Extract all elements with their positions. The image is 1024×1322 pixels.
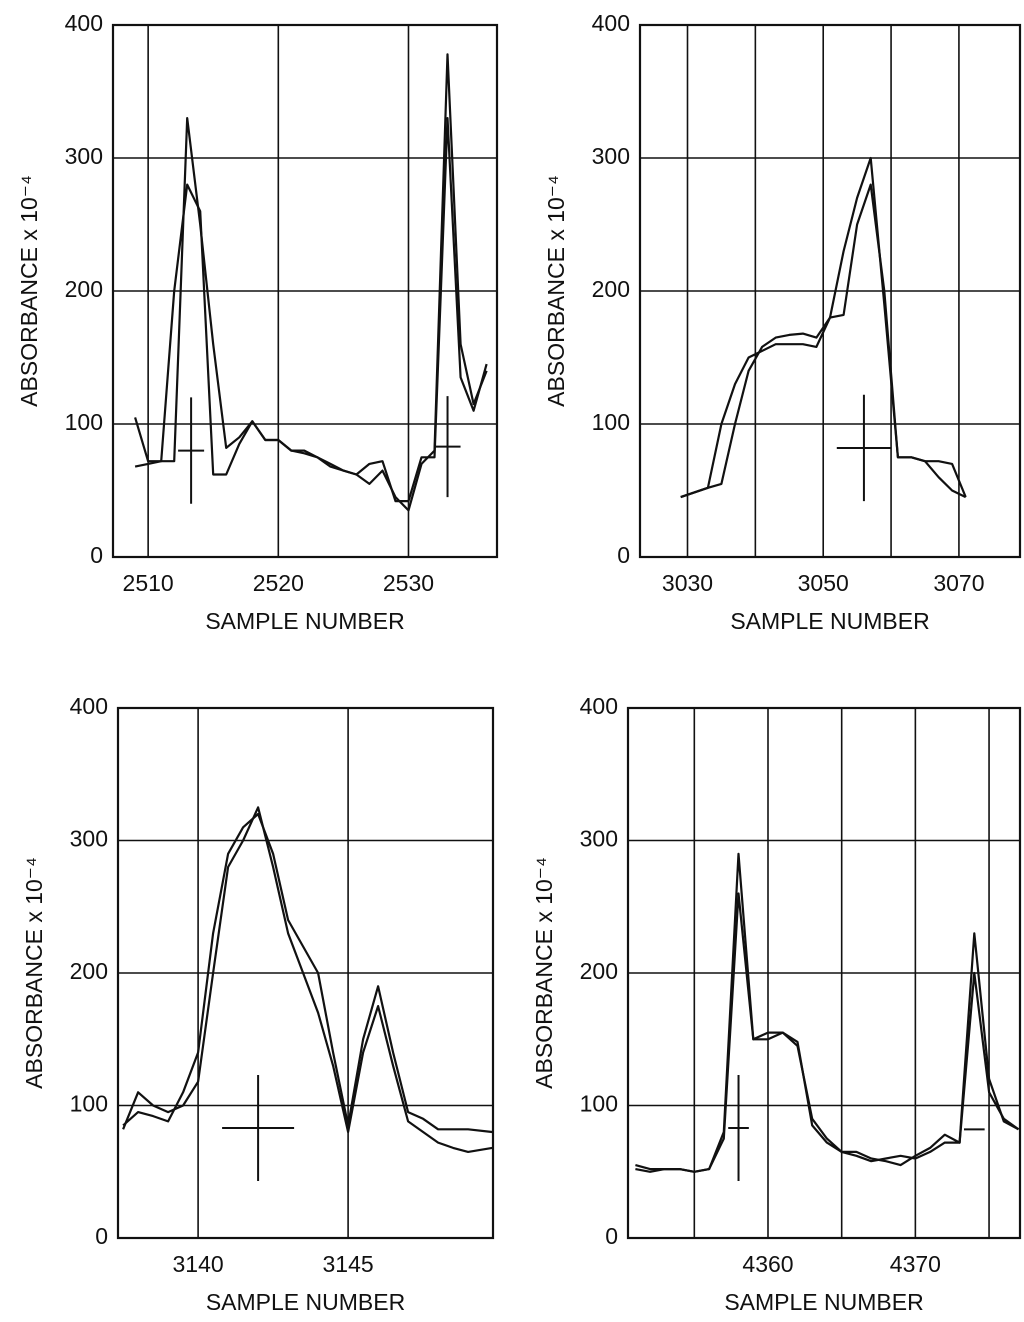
x-tick-label: 4370 <box>890 1251 941 1277</box>
y-tick-label: 300 <box>70 826 108 852</box>
y-tick-label: 400 <box>65 10 103 36</box>
y-tick-label: 300 <box>592 143 630 169</box>
data-line <box>122 806 493 1153</box>
x-axis-label: SAMPLE NUMBER <box>724 1289 923 1315</box>
x-axis-label: SAMPLE NUMBER <box>205 608 404 634</box>
plot-frame <box>111 23 499 559</box>
data-line <box>134 117 488 503</box>
x-tick-label: 2520 <box>253 570 304 596</box>
plot-frame <box>638 23 1022 559</box>
y-tick-label: 200 <box>65 276 103 302</box>
y-tick-label: 0 <box>95 1223 108 1249</box>
y-axis-label: ABSORBANCE x 10⁻⁴ <box>16 175 42 407</box>
data-line <box>680 183 967 499</box>
y-tick-label: 100 <box>592 409 630 435</box>
x-tick-label: 2510 <box>123 570 174 596</box>
x-tick-label: 3030 <box>662 570 713 596</box>
x-axis-label: SAMPLE NUMBER <box>730 608 929 634</box>
data-line <box>134 53 488 512</box>
data-line <box>122 812 493 1134</box>
y-tick-label: 300 <box>65 143 103 169</box>
y-tick-label: 100 <box>70 1091 108 1117</box>
y-tick-label: 100 <box>65 409 103 435</box>
x-tick-label: 3145 <box>323 1251 374 1277</box>
y-axis-label: ABSORBANCE x 10⁻⁴ <box>531 857 557 1089</box>
y-tick-label: 0 <box>90 542 103 568</box>
y-tick-label: 0 <box>605 1223 618 1249</box>
x-tick-label: 3070 <box>933 570 984 596</box>
x-tick-label: 2530 <box>383 570 434 596</box>
x-axis-label: SAMPLE NUMBER <box>206 1289 405 1315</box>
y-tick-label: 300 <box>580 826 618 852</box>
y-axis-label: ABSORBANCE x 10⁻⁴ <box>21 857 47 1089</box>
y-tick-label: 400 <box>70 693 108 719</box>
y-tick-label: 100 <box>580 1091 618 1117</box>
x-tick-label: 3050 <box>798 570 849 596</box>
y-tick-label: 400 <box>592 10 630 36</box>
x-tick-label: 4360 <box>742 1251 793 1277</box>
data-line <box>635 892 1020 1173</box>
plot-frame <box>116 706 495 1240</box>
plot-frame <box>626 706 1022 1240</box>
y-axis-label: ABSORBANCE x 10⁻⁴ <box>543 175 569 407</box>
y-tick-label: 200 <box>70 958 108 984</box>
y-tick-label: 200 <box>580 958 618 984</box>
y-tick-label: 0 <box>617 542 630 568</box>
y-tick-label: 200 <box>592 276 630 302</box>
x-tick-label: 3140 <box>173 1251 224 1277</box>
y-tick-label: 400 <box>580 693 618 719</box>
